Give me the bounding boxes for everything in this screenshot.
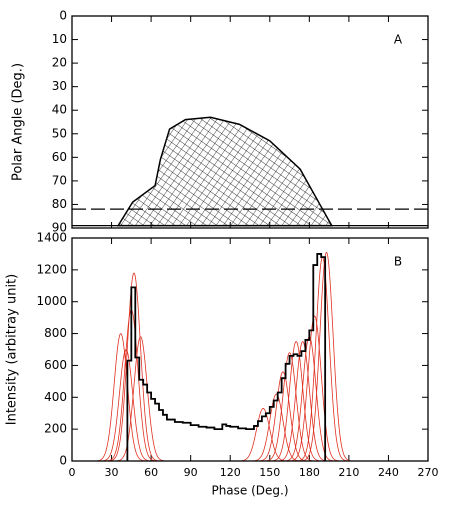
gaussian-curve: [107, 272, 161, 462]
histogram-bar: [191, 425, 199, 461]
y-tick-label: 40: [52, 103, 67, 117]
x-tick-label: 210: [338, 466, 359, 479]
x-tick-label: 240: [378, 466, 399, 479]
histogram-bar: [206, 428, 214, 461]
plot-frame: [71, 15, 429, 229]
y-tick-label: 70: [52, 173, 67, 187]
x-tick-label: 270: [418, 466, 439, 479]
histogram-bar: [147, 393, 151, 461]
y-tick-label: 1000: [36, 294, 67, 308]
gaussian-curve: [269, 341, 323, 462]
histogram-bar: [238, 428, 246, 461]
gaussian-curve: [114, 336, 167, 462]
y-axis-label: Polar Angle (Deg.): [11, 63, 26, 181]
panel-label: B: [394, 255, 402, 269]
mesh-region: [116, 116, 334, 227]
histogram-bar: [230, 427, 238, 461]
y-tick-label: 0: [59, 454, 67, 468]
histogram-bar: [226, 426, 230, 461]
x-tick-label: 30: [105, 466, 119, 479]
y-tick-label: 600: [44, 358, 67, 372]
y-axis-label: Intensity (arbitray unit): [5, 274, 20, 425]
gaussian-curve: [249, 393, 303, 462]
gaussian-curve: [256, 371, 310, 462]
histogram-bar: [163, 415, 167, 461]
histogram-bar: [214, 429, 222, 461]
histogram-bar: [199, 427, 207, 461]
histogram-bar: [167, 420, 175, 461]
gaussian-curve: [276, 341, 330, 462]
y-tick-label: 90: [52, 221, 67, 235]
x-tick-label: 60: [144, 466, 158, 479]
histogram-bar: [183, 423, 191, 461]
gaussian-curve: [236, 408, 290, 462]
y-tick-label: 1400: [36, 231, 67, 245]
x-tick-label: 90: [184, 466, 198, 479]
y-tick-label: 80: [52, 197, 67, 211]
gaussian-curve: [300, 251, 353, 462]
y-tick-label: 800: [44, 326, 67, 340]
histogram-bar: [159, 410, 163, 461]
x-tick-label: 180: [299, 466, 320, 479]
histogram-bar: [258, 421, 262, 461]
y-tick-label: 0: [59, 9, 67, 23]
y-tick-label: 30: [52, 79, 67, 93]
panel-label: A: [394, 33, 403, 47]
y-tick-label: 1200: [36, 262, 67, 276]
x-tick-label: 0: [69, 466, 76, 479]
gaussian-curve: [288, 315, 341, 462]
plot-frame: [71, 237, 429, 462]
x-tick-label: 150: [259, 466, 280, 479]
y-tick-label: 60: [52, 150, 67, 164]
y-tick-label: 50: [52, 126, 67, 140]
y-tick-label: 200: [44, 422, 67, 436]
histogram-outline: [126, 253, 327, 461]
x-tick-label: 120: [220, 466, 241, 479]
gaussian-curve: [94, 333, 148, 462]
y-tick-label: 20: [52, 56, 67, 70]
histogram-bar: [175, 422, 183, 461]
x-axis-label: Phase (Deg.): [211, 484, 288, 498]
y-tick-label: 10: [52, 32, 67, 46]
y-tick-label: 400: [44, 390, 67, 404]
